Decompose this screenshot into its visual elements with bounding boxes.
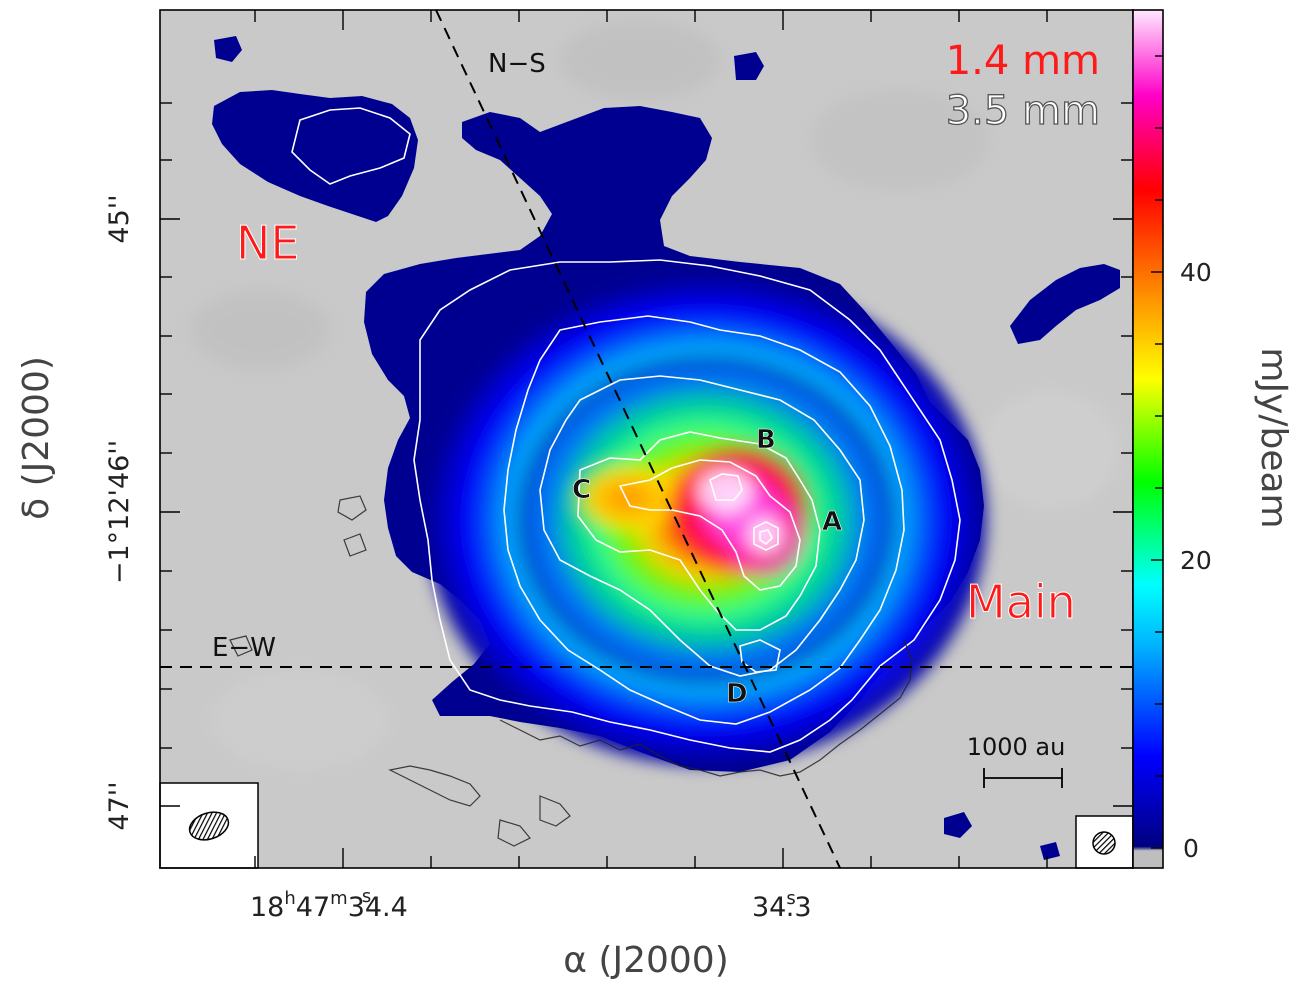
colorbar-tick-label-20: 20: [1180, 546, 1212, 575]
beam-ellipse-3.5mm: [1092, 831, 1116, 855]
noise-contour-sw2: [539, 795, 571, 827]
y-ticks: [160, 102, 1133, 807]
beam-box-3.5mm: [1075, 815, 1134, 869]
ns-cut-line: [435, 9, 841, 869]
contour-ne: [291, 107, 411, 185]
y-tick-label-45: 45'': [104, 194, 135, 243]
contour-level-2: [503, 315, 905, 725]
noise-contour-s2: [497, 819, 531, 847]
colorbar-tick-label-0: 0: [1183, 834, 1199, 863]
blob-bottom-right-2: [1040, 842, 1060, 860]
x-ticks: [254, 10, 1048, 868]
noise-contour-s: [499, 639, 913, 777]
x-tick-label-34.4: 18h47m34.4s: [250, 886, 408, 923]
contour-level-4: [577, 431, 821, 631]
contour-level-1: [413, 259, 961, 753]
colorbar-tick-label-40: 40: [1180, 258, 1212, 287]
x-axis-title: α (J2000): [563, 940, 729, 981]
scalebar: [983, 768, 1063, 788]
y-tick-label-46: −1°12'46'': [104, 440, 135, 584]
y-axis-title: δ (J2000): [16, 356, 57, 520]
contours-3.5mm: [291, 107, 961, 753]
blob-bottom-right: [944, 812, 972, 838]
noise-contour-w2: [343, 533, 367, 557]
x-tick-label-34.3: 34s.3: [752, 888, 812, 923]
contour-level-5: [618, 459, 801, 591]
map-panel: [160, 10, 1133, 868]
noise-contour-sw: [388, 765, 481, 807]
beam-box-1.4mm: [159, 782, 259, 869]
blob-top: [734, 52, 764, 80]
source-label-d: D: [726, 679, 748, 709]
colorbar-gradient: [1132, 9, 1164, 869]
beam-ellipse-1.4mm: [188, 811, 230, 841]
ne-emission: [212, 90, 418, 222]
scalebar-label: 1000 au: [967, 733, 1066, 761]
colorbar: 0 20 40 mJy/beam: [1132, 9, 1294, 869]
source-label-a: A: [822, 507, 842, 537]
y-tick-label-47: 47'': [104, 781, 135, 830]
noise-contour-w1: [337, 495, 367, 521]
source-label-c: C: [572, 475, 591, 505]
blob-right: [1010, 264, 1120, 344]
colorbar-ticks: [1151, 55, 1163, 849]
background-noise: [190, 20, 1120, 770]
noise-contours: [229, 495, 913, 847]
source-label-b: B: [756, 425, 776, 455]
cut-label-ew: E−W: [212, 633, 276, 663]
cut-label-ns: N−S: [488, 49, 546, 79]
contour-level-3: [539, 375, 865, 677]
contour-level-7: [753, 521, 779, 551]
region-label-main: Main: [966, 575, 1076, 629]
noise-contour-w3: [229, 635, 253, 657]
legend-1.4mm: 1.4 mm: [946, 38, 1100, 84]
ne-emission-blob: [214, 36, 242, 62]
region-label-ne: NE: [236, 216, 299, 270]
colorbar-title: mJy/beam: [1253, 347, 1294, 528]
contour-level-6: [709, 473, 743, 501]
contour-level-8: [759, 529, 773, 546]
legend-3.5mm: 3.5 mm: [946, 88, 1100, 134]
